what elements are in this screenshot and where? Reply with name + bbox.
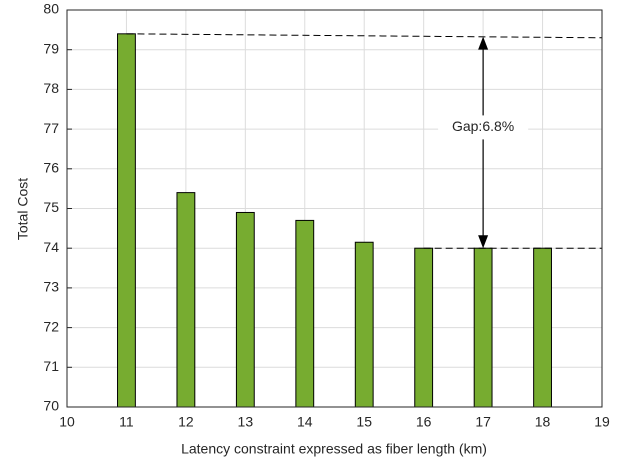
arrow-head [478, 36, 489, 50]
gap-label: Gap:6.8% [452, 118, 514, 134]
reference-line [126, 33, 603, 39]
x-tick-label: 18 [535, 414, 551, 430]
bar [117, 33, 136, 408]
y-tick-label: 71 [43, 358, 59, 374]
y-tick-label: 76 [43, 160, 59, 176]
x-tick-label: 10 [59, 414, 75, 430]
x-tick-label: 12 [178, 414, 194, 430]
x-tick-label: 16 [416, 414, 432, 430]
x-tick-label: 13 [238, 414, 254, 430]
x-tick-label: 17 [475, 414, 491, 430]
bar [295, 219, 315, 408]
x-tick-label: 15 [356, 414, 372, 430]
x-tick-label: 19 [594, 414, 610, 430]
x-tick-label: 14 [297, 414, 313, 430]
x-axis-label: Latency constraint expressed as fiber le… [181, 441, 487, 457]
bar [354, 241, 374, 408]
y-tick-label: 78 [43, 80, 59, 96]
y-tick-label: 72 [43, 318, 59, 334]
y-tick-label: 77 [43, 120, 59, 136]
label-bg [438, 115, 529, 140]
bar [533, 247, 552, 408]
y-tick-label: 80 [43, 1, 59, 17]
bar [235, 211, 255, 408]
plot-frame [66, 9, 603, 408]
y-tick-label: 73 [43, 279, 59, 295]
y-tick-label: 74 [43, 239, 59, 255]
arrow-head [478, 235, 489, 249]
bar [414, 247, 434, 408]
y-tick-label: 70 [43, 398, 59, 414]
x-tick-label: 11 [119, 414, 134, 430]
bar [176, 192, 196, 408]
y-axis-label: Total Cost [15, 178, 31, 240]
y-tick-label: 79 [43, 40, 59, 56]
y-tick-label: 75 [43, 199, 59, 215]
bar [473, 247, 493, 408]
